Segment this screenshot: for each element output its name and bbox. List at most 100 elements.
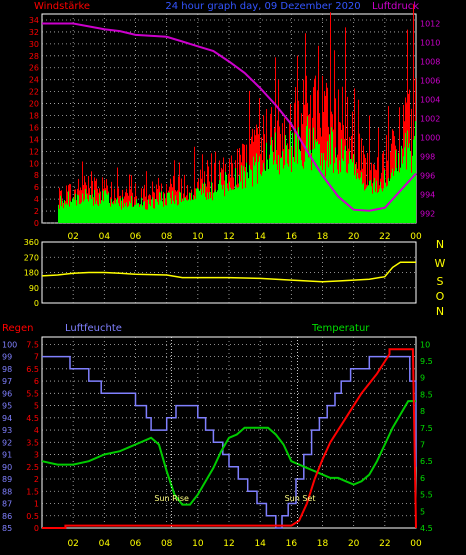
wind-tick-label: 0 (34, 219, 39, 228)
rain-tick-label: 5 (34, 402, 39, 411)
temperature-line (41, 400, 416, 506)
x-tick-label: 18 (317, 539, 329, 549)
humidity-tick-label: 89 (2, 475, 12, 484)
humidity-tick-label: 96 (2, 389, 12, 398)
temp-tick-label: 8 (420, 407, 425, 416)
wind-tick-label: 2 (34, 207, 39, 216)
temp-tick-label: 7.5 (420, 424, 433, 433)
compass-w: W (435, 257, 446, 270)
rain-tick-label: 0.5 (26, 512, 39, 521)
sunrise-label: Sun Rise (154, 494, 189, 503)
temp-tick-label: 8.5 (420, 390, 433, 399)
rain-tick-label: 5.5 (26, 389, 39, 398)
x-tick-label: 04 (99, 539, 111, 549)
wind-tick-label: 32 (29, 28, 39, 37)
rain-tick-label: 6 (34, 377, 39, 386)
humidity-tick-label: 85 (2, 524, 12, 533)
x-tick-label: 08 (161, 539, 173, 549)
x-tick-label: 12 (223, 539, 234, 549)
wind-tick-label: 34 (29, 16, 39, 25)
x-tick-label: 10 (192, 232, 204, 242)
rain-tick-label: 6.5 (26, 365, 39, 374)
wind-tick-label: 8 (34, 171, 39, 180)
pressure-tick-label: 996 (420, 172, 435, 181)
humidity-line (42, 355, 417, 529)
rain-tick-label: 2 (34, 475, 39, 484)
pressure-tick-label: 1002 (420, 115, 440, 124)
x-tick-label: 20 (348, 539, 360, 549)
direction-tick-label: 180 (24, 269, 39, 278)
tick-layer: 0246810121416182022242628303234992994996… (2, 16, 440, 549)
pressure-tick-label: 998 (420, 153, 435, 162)
humidity-tick-label: 86 (2, 512, 12, 521)
x-tick-label: 14 (254, 232, 266, 242)
pressure-tick-label: 1012 (420, 20, 440, 29)
rain-tick-label: 7 (34, 353, 39, 362)
temp-tick-label: 9 (420, 374, 425, 383)
pressure-tick-label: 1004 (420, 96, 440, 105)
wind-tick-label: 4 (34, 195, 39, 204)
humidity-tick-label: 94 (2, 414, 12, 423)
panel3-temp-label: Temperatur (311, 323, 370, 334)
temp-tick-label: 9.5 (420, 357, 433, 366)
header-left-label: Windstärke (34, 1, 90, 12)
rain-tick-label: 7.5 (26, 340, 39, 349)
x-tick-label: 14 (254, 539, 266, 549)
humidity-tick-label: 95 (2, 402, 12, 411)
x-tick-label: 02 (67, 539, 78, 549)
pressure-tick-label: 1008 (420, 58, 440, 67)
x-tick-label: 16 (286, 539, 298, 549)
humidity-tick-label: 99 (2, 353, 12, 362)
rain-tick-label: 0 (34, 524, 39, 533)
header-right-label: Luftdruck (372, 1, 419, 12)
wind-tick-label: 10 (29, 159, 39, 168)
header-title: 24 hour graph day, 09 Dezember 2020 (165, 1, 360, 12)
x-tick-label: 00 (410, 539, 422, 549)
rain-line (42, 348, 417, 529)
temp-tick-label: 6 (420, 474, 425, 483)
pressure-tick-label: 1000 (420, 134, 440, 143)
rain-tick-label: 1 (34, 500, 39, 509)
humidity-tick-label: 87 (2, 500, 12, 509)
temp-tick-label: 10 (420, 340, 430, 349)
x-tick-label: 00 (410, 232, 422, 242)
direction-tick-label: 0 (34, 299, 39, 308)
x-tick-label: 16 (286, 232, 298, 242)
wind-tick-label: 14 (29, 135, 39, 144)
rain-tick-label: 3 (34, 451, 39, 460)
pressure-tick-label: 994 (420, 191, 435, 200)
temp-tick-label: 5.5 (420, 491, 433, 500)
wind-tick-label: 30 (29, 40, 39, 49)
compass-o: O (436, 290, 445, 303)
temp-tick-label: 6.5 (420, 457, 433, 466)
x-tick-label: 22 (379, 539, 390, 549)
x-tick-label: 22 (379, 232, 390, 242)
compass-n-bottom: N (436, 305, 444, 318)
humidity-tick-label: 92 (2, 438, 12, 447)
rain-tick-label: 4.5 (26, 414, 39, 423)
pressure-line (42, 22, 417, 212)
temp-tick-label: 4.5 (420, 524, 433, 533)
grid-layer (42, 14, 416, 528)
rain-tick-label: 3.5 (26, 438, 39, 447)
x-tick-label: 06 (130, 539, 142, 549)
rain-tick-label: 2.5 (26, 463, 39, 472)
pressure-tick-label: 992 (420, 210, 435, 219)
compass-n-top: N (436, 238, 444, 251)
x-tick-label: 12 (223, 232, 234, 242)
panel3-humidity-label: Luftfeuchte (65, 323, 122, 334)
x-tick-label: 04 (99, 232, 111, 242)
pressure-tick-label: 1006 (420, 77, 440, 86)
rain-tick-label: 4 (34, 426, 39, 435)
wind-tick-label: 20 (29, 100, 39, 109)
humidity-tick-label: 90 (2, 463, 12, 472)
data-layer (41, 4, 417, 529)
x-tick-label: 10 (192, 539, 204, 549)
humidity-tick-label: 88 (2, 487, 12, 496)
rain-tick-label: 1.5 (26, 487, 39, 496)
humidity-tick-label: 98 (2, 365, 12, 374)
humidity-tick-label: 93 (2, 426, 12, 435)
wind-tick-label: 6 (34, 183, 39, 192)
direction-tick-label: 270 (24, 253, 39, 262)
panel3-rain-label: Regen (2, 323, 34, 334)
